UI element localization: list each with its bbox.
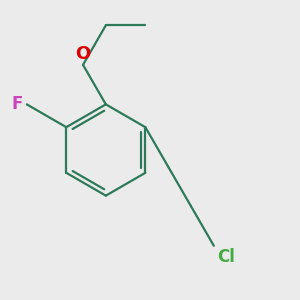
Text: F: F	[12, 95, 23, 113]
Text: Cl: Cl	[217, 248, 235, 266]
Text: O: O	[75, 45, 91, 63]
